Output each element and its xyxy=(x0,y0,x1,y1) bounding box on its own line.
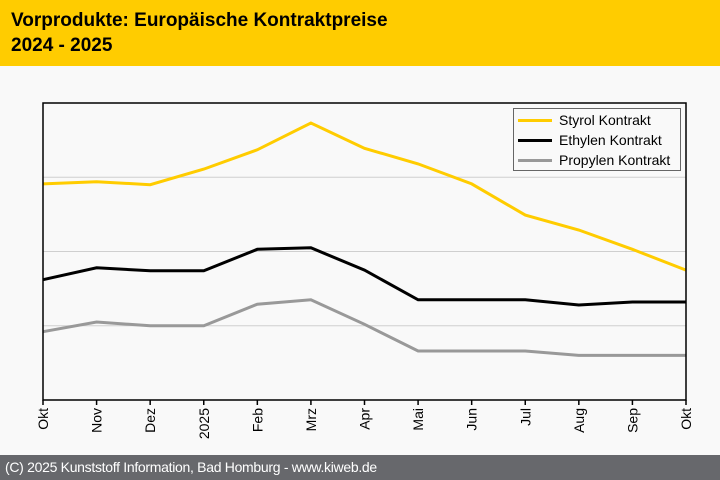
legend-swatch-ethylen xyxy=(518,138,552,142)
x-tick-label: 2025 xyxy=(196,408,212,439)
legend-item-propylen: Propylen Kontrakt xyxy=(518,150,670,170)
line-chart: Okt Nov Dez 2025 Feb Mrz Apr Mai Jun Jul Aug Sep Okt xyxy=(35,102,694,439)
x-tick-label: Dez xyxy=(142,408,158,433)
x-tick-label: Sep xyxy=(624,408,640,433)
legend-swatch-propylen xyxy=(518,158,552,162)
legend-label: Propylen Kontrakt xyxy=(559,152,671,168)
x-tick-label: Mrz xyxy=(303,408,319,431)
legend-swatch-styrol xyxy=(518,118,552,122)
footer-bar: (C) 2025 Kunststoff Information, Bad Hom… xyxy=(0,455,720,480)
legend-item-styrol: Styrol Kontrakt xyxy=(518,110,651,130)
series-line-styrol xyxy=(42,121,687,272)
header-banner: Vorprodukte: Europäische Kontraktpreise … xyxy=(0,0,720,66)
legend-label: Ethylen Kontrakt xyxy=(559,132,662,148)
legend-label: Styrol Kontrakt xyxy=(559,112,651,128)
x-tick-label: Okt xyxy=(35,408,51,430)
x-tick-label: Feb xyxy=(249,408,265,432)
copyright-text: (C) 2025 Kunststoff Information, Bad Hom… xyxy=(5,459,377,475)
x-tick-label: Jun xyxy=(464,408,480,431)
series-lines xyxy=(42,121,687,357)
chart-subtitle: 2024 - 2025 xyxy=(11,35,113,56)
series-line-ethylen xyxy=(42,246,686,307)
legend: Styrol Kontrakt Ethylen Kontrakt Propyle… xyxy=(513,108,681,171)
x-tick-label: Nov xyxy=(89,408,105,433)
x-axis-ticks: Okt Nov Dez 2025 Feb Mrz Apr Mai Jun Jul Aug Sep Okt xyxy=(35,400,694,439)
series-line-propylen xyxy=(42,298,686,357)
x-tick-label: Apr xyxy=(357,408,373,430)
legend-item-ethylen: Ethylen Kontrakt xyxy=(518,130,662,150)
x-tick-label: Mai xyxy=(410,408,426,431)
chart-title: Vorprodukte: Europäische Kontraktpreise xyxy=(11,10,388,31)
x-tick-label: Aug xyxy=(571,408,587,433)
x-tick-label: Okt xyxy=(678,408,694,430)
x-tick-label: Jul xyxy=(517,408,533,426)
